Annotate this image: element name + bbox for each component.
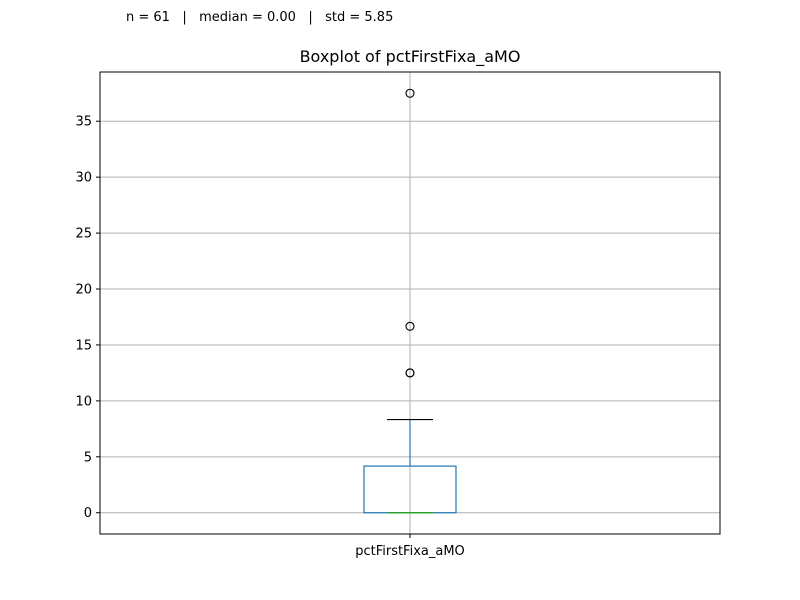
box-plot (363, 88, 457, 514)
outlier-point (405, 368, 415, 378)
chart-title: Boxplot of pctFirstFixa_aMO (299, 47, 521, 66)
y-tick-label: 10 (75, 394, 92, 409)
y-tick-label: 35 (75, 115, 92, 130)
y-tick-label: 30 (75, 171, 92, 186)
y-tick-label: 15 (75, 338, 92, 353)
y-axis: 0 5 10 15 20 25 30 35 (75, 115, 100, 521)
x-axis: pctFirstFixa_aMO (355, 534, 465, 559)
x-tick-label: pctFirstFixa_aMO (355, 544, 465, 559)
y-tick-label: 5 (84, 450, 92, 465)
y-tick-label: 0 (84, 506, 92, 521)
outlier-point (405, 88, 415, 98)
y-tick-label: 20 (75, 283, 92, 298)
y-tick-label: 25 (75, 227, 92, 242)
summary-stats: n = 61 | median = 0.00 | std = 5.85 (126, 10, 394, 25)
outlier-point (405, 321, 415, 331)
